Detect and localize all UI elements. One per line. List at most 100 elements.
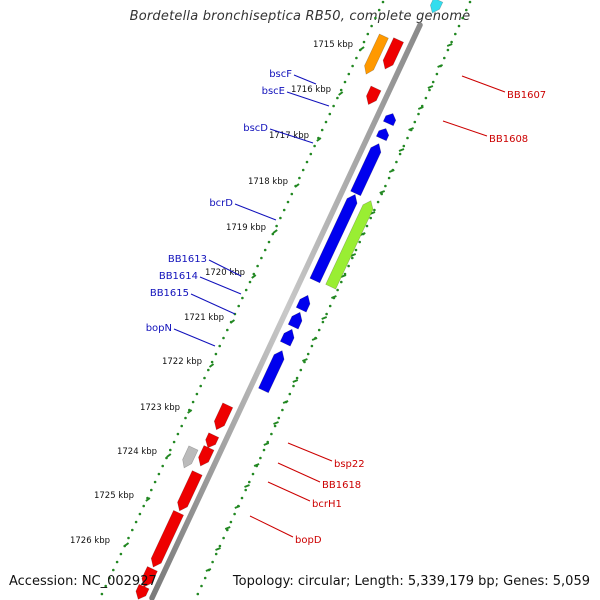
scale-dot <box>244 488 247 492</box>
scale-dot <box>351 64 354 68</box>
leader-line <box>249 515 294 538</box>
scale-dot <box>199 384 202 388</box>
inner-tick <box>311 337 318 341</box>
scale-dot <box>214 552 218 556</box>
scale-dot <box>457 24 461 28</box>
scale-dot <box>267 240 271 244</box>
gene-label: bcrD <box>209 198 233 209</box>
scale-dot <box>191 400 195 404</box>
scale-dot <box>310 344 314 348</box>
scale-dot <box>157 472 161 476</box>
scale-dot <box>263 248 267 252</box>
gene-label: bscE <box>262 86 285 97</box>
scale-dot <box>431 80 435 84</box>
gene-arrow-forward <box>382 113 397 127</box>
kbp-label: 1726 kbp <box>70 536 110 546</box>
inner-tick <box>234 505 241 509</box>
scale-dot <box>305 160 309 164</box>
scale-dot <box>275 224 278 228</box>
inner-tick <box>273 421 279 425</box>
outer-tick <box>294 183 300 188</box>
gene-arrow-forward <box>279 328 295 347</box>
scale-dot <box>324 120 328 124</box>
gene-labels: bscF bscE bscD bcrD BB1613 BB1614 BB1615 bopN BB… <box>146 69 546 546</box>
scale-dot <box>454 32 457 36</box>
leader-line <box>267 481 311 502</box>
scale-dot <box>336 96 339 100</box>
scale-dot <box>435 72 439 76</box>
scale-dot <box>340 280 343 284</box>
scale-dot <box>428 88 431 92</box>
scale-dot <box>252 272 256 276</box>
scale-dot <box>468 0 472 4</box>
scale-dot <box>450 40 453 44</box>
inner-tick <box>302 358 308 362</box>
scale-dot <box>376 200 380 204</box>
gene-label: bopN <box>146 323 172 334</box>
kbp-label: 1718 kbp <box>248 177 288 187</box>
scale-dot <box>259 456 262 460</box>
outer-tick <box>229 319 236 324</box>
gene-arrow-forward <box>258 350 285 394</box>
inner-tick <box>379 190 386 194</box>
scale-dot <box>347 72 351 76</box>
scale-dot <box>127 536 130 540</box>
gene-arrow-reverse <box>135 583 150 600</box>
scale-dot <box>309 152 313 156</box>
scale-dot <box>406 136 409 140</box>
scale-dot <box>417 112 420 116</box>
leader-line <box>208 259 242 277</box>
outer-tick <box>187 409 193 414</box>
scale-dot <box>222 336 225 340</box>
scale-dot <box>176 432 180 436</box>
scale-dot <box>214 352 218 356</box>
scale-dot <box>229 520 233 524</box>
scale-dot <box>321 320 325 324</box>
scale-dot <box>325 312 328 316</box>
gene-arrow-forward <box>295 294 311 313</box>
scale-dot <box>203 376 206 380</box>
scale-dot <box>328 112 332 116</box>
scale-dot <box>277 416 281 420</box>
inner-tick <box>263 442 270 446</box>
scale-dot <box>207 368 210 372</box>
scale-dot <box>365 224 369 228</box>
inner-tick <box>437 64 443 68</box>
gene-label: BB1608 <box>489 134 528 145</box>
inner-tick <box>398 148 405 152</box>
scale-dot <box>218 344 221 348</box>
leader-line <box>293 74 317 85</box>
genome-backbone <box>149 22 423 600</box>
map-title: Bordetella bronchiseptica RB50, complete… <box>129 9 471 24</box>
label-leader-lines <box>173 74 506 538</box>
gene-arrow-reverse <box>205 432 220 449</box>
gene-label: bscF <box>269 69 292 80</box>
scale-dot <box>282 208 286 212</box>
gene-arrow-reverse <box>382 37 404 70</box>
scale-dot <box>370 24 373 28</box>
scale-dot <box>138 512 142 516</box>
scale-dot <box>196 592 200 596</box>
scale-dot <box>169 448 172 452</box>
leader-line <box>190 293 236 315</box>
scale-dot <box>373 208 376 212</box>
outer-tick <box>145 497 151 502</box>
scale-dot <box>108 576 111 580</box>
kbp-label: 1719 kbp <box>226 223 266 233</box>
inner-tick <box>388 169 395 173</box>
inner-tick <box>205 568 212 572</box>
gene-arrow-reverse <box>213 402 234 431</box>
gene-arrow-reverse <box>366 85 382 106</box>
scale-dot <box>354 248 358 252</box>
scale-dot <box>260 256 263 260</box>
scale-dot <box>180 424 183 428</box>
leader-line <box>461 75 506 93</box>
leader-line <box>277 462 321 483</box>
scale-dot <box>461 16 464 20</box>
inner-tick <box>427 85 434 89</box>
gene-arrow-forward <box>350 143 382 197</box>
outer-tick <box>338 91 344 96</box>
outer-tick <box>251 274 257 279</box>
outer-tick <box>123 542 130 547</box>
inner-tick <box>417 106 424 110</box>
